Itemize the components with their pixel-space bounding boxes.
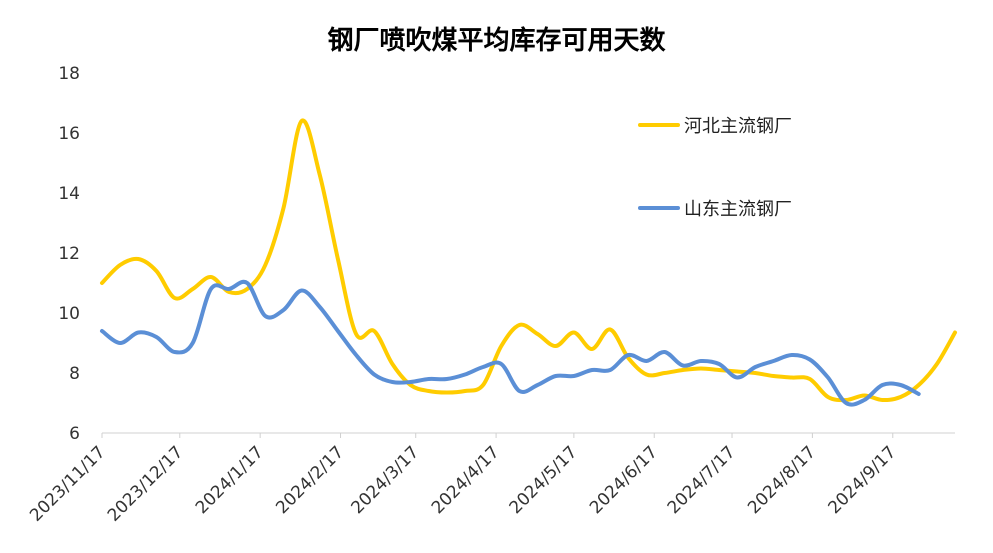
legend-label-1: 河北主流钢厂 [684, 116, 792, 137]
y-tick-label: 6 [69, 424, 80, 444]
x-tick-label: 2024/9/17 [825, 442, 901, 518]
x-tick-label: 2023/11/17 [26, 442, 109, 525]
x-tick-label: 2024/2/17 [272, 442, 348, 518]
x-tick-label: 2024/6/17 [586, 442, 662, 518]
series-line-2 [100, 279, 921, 407]
y-tick-label: 8 [69, 364, 80, 384]
x-tick-label: 2024/5/17 [506, 442, 582, 518]
y-tick-label: 12 [58, 244, 80, 264]
y-tick-label: 16 [58, 124, 80, 144]
x-tick-label: 2024/1/17 [192, 442, 268, 518]
y-tick-label: 10 [58, 304, 80, 324]
legend-label-2: 山东主流钢厂 [684, 199, 792, 220]
series-line-1 [100, 118, 957, 403]
y-tick-label: 14 [58, 184, 80, 204]
x-tick-label: 2023/12/17 [104, 442, 187, 525]
chart-title: 钢厂喷吹煤平均库存可用天数 [327, 26, 666, 56]
x-tick-label: 2024/7/17 [664, 442, 740, 518]
x-tick-label: 2024/8/17 [744, 442, 820, 518]
x-tick-label: 2024/3/17 [347, 442, 423, 518]
y-tick-label: 18 [58, 64, 80, 84]
x-tick-label: 2024/4/17 [428, 442, 504, 518]
